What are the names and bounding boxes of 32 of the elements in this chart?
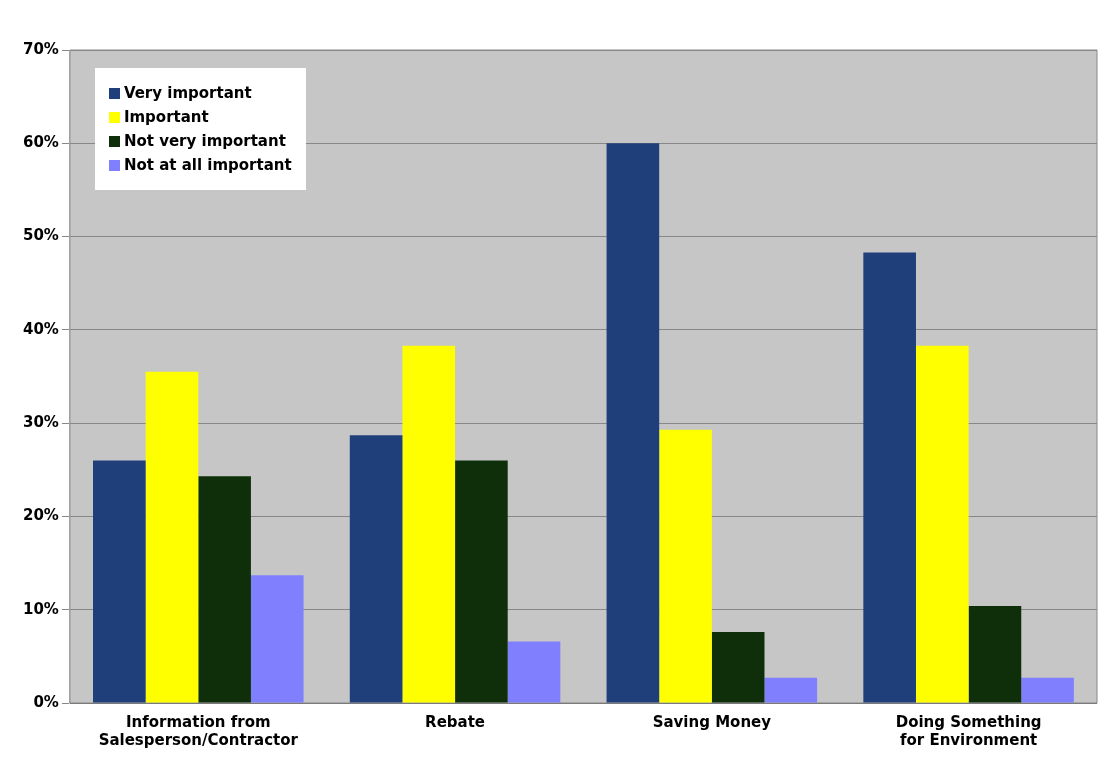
y-tick-label: 70% (23, 39, 59, 58)
y-tick-label: 60% (23, 133, 59, 152)
bar (402, 345, 456, 703)
legend-label: Not at all important (123, 156, 292, 174)
legend-label: Very important (123, 84, 252, 102)
bar (711, 632, 765, 703)
bar (250, 575, 304, 703)
bar (764, 677, 818, 703)
bar (507, 641, 561, 703)
bar (93, 460, 146, 703)
y-tick-label: 30% (23, 413, 59, 432)
legend-label: Not very important (123, 132, 286, 150)
bar (349, 435, 403, 703)
y-tick-label: 50% (23, 226, 59, 245)
y-tick-label: 40% (23, 319, 59, 338)
x-tick-label: Doing Something for Environment (895, 712, 1042, 749)
x-tick-label: Rebate (425, 712, 486, 731)
y-tick-label: 20% (23, 506, 59, 525)
x-tick-label: Information from Salesperson/Contractor (98, 712, 299, 749)
bar (915, 345, 969, 703)
bar (198, 476, 251, 703)
bar (863, 252, 916, 703)
y-tick-label: 10% (23, 599, 59, 618)
bar (1021, 677, 1074, 703)
bar (659, 429, 712, 703)
bar (968, 605, 1022, 703)
bar (455, 460, 508, 703)
bar (145, 371, 199, 703)
legend-label: Important (123, 108, 209, 126)
bar (606, 143, 660, 703)
y-tick-label: 0% (33, 692, 59, 711)
x-tick-label: Saving Money (652, 712, 772, 731)
